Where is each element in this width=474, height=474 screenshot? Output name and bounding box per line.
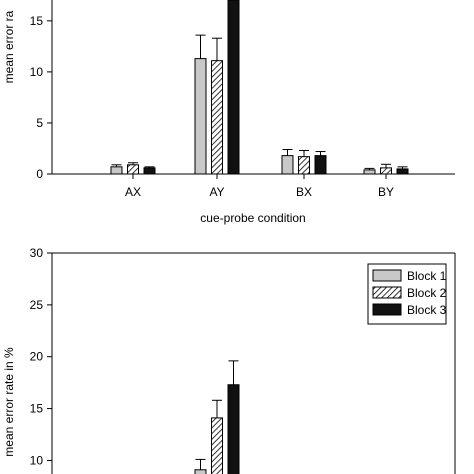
y-tick-label: 10 [30, 65, 44, 79]
bar [194, 58, 207, 175]
bar [211, 60, 223, 175]
legend-label: Block 3 [407, 303, 447, 317]
bar [363, 169, 376, 175]
y-tick-label: 5 [36, 116, 43, 130]
bar [227, 384, 240, 474]
y-axis-label: mean error ra [2, 10, 16, 83]
y-tick-label: 25 [30, 298, 44, 312]
legend-label: Block 1 [407, 269, 447, 283]
x-axis-label: cue-probe condition [200, 211, 305, 225]
bar [281, 155, 294, 175]
y-tick-label: 10 [30, 453, 44, 467]
bar [396, 168, 409, 175]
legend: Block 1 Block 2 Block 3 [367, 263, 447, 325]
legend-label: Block 2 [407, 286, 447, 300]
legend-swatch [372, 303, 402, 316]
bar [194, 469, 207, 474]
bar [143, 167, 156, 175]
y-tick-label: 15 [30, 14, 44, 28]
y-tick-label: 30 [30, 246, 44, 260]
bar [314, 155, 327, 175]
bar [298, 156, 310, 175]
bar [227, 0, 240, 175]
top-chart: 0 5 10 15 mean error ra AX AY BX BY cue-probe con… [2, 0, 455, 225]
y-tick-label: 20 [30, 350, 44, 364]
bar [211, 417, 223, 474]
y-tick-label: 0 [36, 167, 43, 181]
x-tick-label: BX [296, 185, 312, 199]
x-tick-label: AY [209, 185, 224, 199]
bar [110, 166, 123, 175]
bar [127, 164, 139, 175]
legend-swatch [372, 269, 402, 282]
x-tick-label: BY [378, 185, 394, 199]
bar [380, 167, 392, 175]
y-axis-label: mean error rate in % [2, 347, 16, 457]
legend-swatch [372, 286, 402, 299]
y-tick-label: 15 [30, 402, 44, 416]
x-tick-label: AX [125, 185, 141, 199]
